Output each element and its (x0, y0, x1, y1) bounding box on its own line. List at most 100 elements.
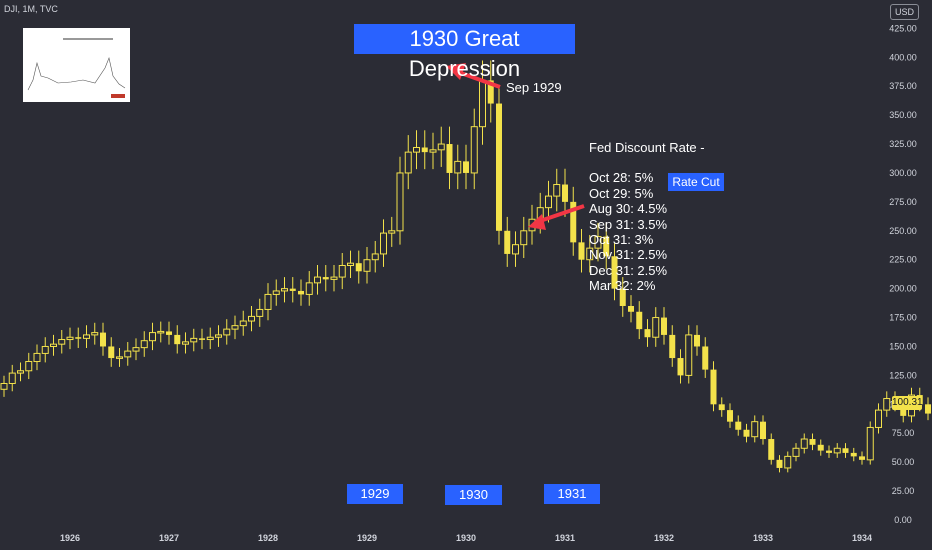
candle-body (594, 236, 602, 249)
candle-body (8, 372, 16, 384)
x-tick-label: 1927 (159, 533, 179, 543)
candle-body (429, 149, 437, 153)
candle-body (833, 447, 841, 454)
candle-body (231, 325, 239, 330)
y-tick-label: 150.00 (889, 341, 917, 351)
candle-body (512, 244, 519, 255)
candle-body (305, 282, 313, 295)
fed-rate-line: Oct 28: 5% (589, 170, 654, 186)
candle-body (248, 315, 255, 322)
y-tick-label: 350.00 (889, 110, 917, 120)
candle-body (371, 253, 379, 261)
candle-body (314, 276, 321, 284)
candle-body (586, 247, 594, 261)
candle-body (108, 346, 115, 359)
candle-body (454, 160, 462, 174)
x-tick-label: 1934 (852, 533, 872, 543)
candle-body (504, 230, 511, 254)
candle-body (760, 421, 766, 440)
candle-body (132, 347, 140, 352)
candle-body (91, 332, 99, 336)
candle-body (900, 404, 907, 416)
candle-body (710, 369, 717, 405)
candle-body (116, 356, 123, 359)
candle-body (272, 290, 280, 295)
candle-body (479, 79, 486, 128)
candle-body (570, 201, 577, 243)
candle-body (644, 329, 651, 338)
candle-body (553, 184, 561, 197)
candle-body (727, 410, 733, 422)
candle-body (50, 343, 57, 347)
candle-body (58, 339, 66, 345)
candle-body (520, 230, 528, 246)
candle-body (404, 151, 412, 174)
candle-body (206, 336, 214, 341)
candle-body (718, 404, 725, 411)
chart-title-banner: 1930 Great Depression (354, 24, 575, 81)
candle-body (380, 232, 387, 255)
candle-body (140, 340, 148, 349)
candle-body (355, 263, 362, 272)
y-axis: 425.00 400.00 375.00 350.00 325.00 300.00 275.… (889, 23, 917, 525)
y-tick-label: 425.00 (889, 23, 917, 33)
candle-body (182, 341, 189, 345)
last-price-tag: 100.31 (892, 396, 923, 410)
y-tick-label: 250.00 (889, 226, 917, 236)
x-tick-label: 1929 (357, 533, 377, 543)
candle-body (347, 262, 354, 267)
candle-body (817, 444, 824, 451)
candle-body (363, 259, 371, 272)
candle-body (694, 334, 700, 347)
candle-body (611, 256, 618, 289)
candle-body (446, 144, 453, 173)
candle-body (669, 334, 676, 359)
year-box-1930: 1930 (445, 485, 502, 505)
currency-button[interactable]: USD (890, 4, 920, 20)
candle-body (190, 337, 198, 343)
candle-body (850, 452, 857, 457)
year-box-1929: 1929 (347, 484, 403, 504)
y-tick-label: 325.00 (889, 139, 917, 149)
candle-body (603, 236, 610, 257)
rate-cut-label: Rate Cut (668, 173, 724, 191)
candle-body (636, 311, 643, 330)
candle-body (289, 288, 296, 291)
candle-body (800, 438, 808, 449)
y-tick-label: 300.00 (889, 168, 917, 178)
candle-body (437, 143, 445, 151)
candle-body (768, 439, 775, 460)
y-tick-label: 0.00 (894, 515, 912, 525)
candle-body (619, 288, 626, 306)
candle-body (199, 338, 205, 340)
candle-body (17, 370, 24, 374)
fed-rate-line: Mar 32: 2% (589, 278, 656, 294)
candle-body (859, 456, 865, 460)
candle-body (826, 450, 832, 453)
candle-body (875, 409, 882, 428)
x-axis: 1926 1927 1928 1929 1930 1931 1932 1933 1934 (60, 533, 872, 543)
y-tick-label: 200.00 (889, 284, 917, 294)
y-tick-label: 25.00 (892, 486, 915, 496)
candle-body (702, 346, 709, 370)
candle-body (784, 455, 792, 469)
candle-body (925, 404, 931, 414)
candle-body (25, 361, 33, 372)
candle-body (75, 337, 82, 339)
candle-body (743, 429, 750, 437)
x-tick-label: 1926 (60, 533, 80, 543)
fed-rate-line: Nov 31: 2.5% (589, 247, 668, 263)
candle-body (330, 276, 338, 280)
embedded-chart-image (23, 28, 130, 102)
candle-body (66, 336, 74, 341)
candle-body (487, 80, 494, 104)
fed-rate-title: Fed Discount Rate - (589, 140, 705, 155)
candle-body (100, 332, 106, 347)
candles (0, 60, 931, 473)
candle-body (652, 317, 660, 338)
candle-body (562, 184, 568, 202)
y-tick-label: 275.00 (889, 197, 917, 207)
candle-body (322, 277, 329, 280)
candle-body (157, 330, 165, 334)
